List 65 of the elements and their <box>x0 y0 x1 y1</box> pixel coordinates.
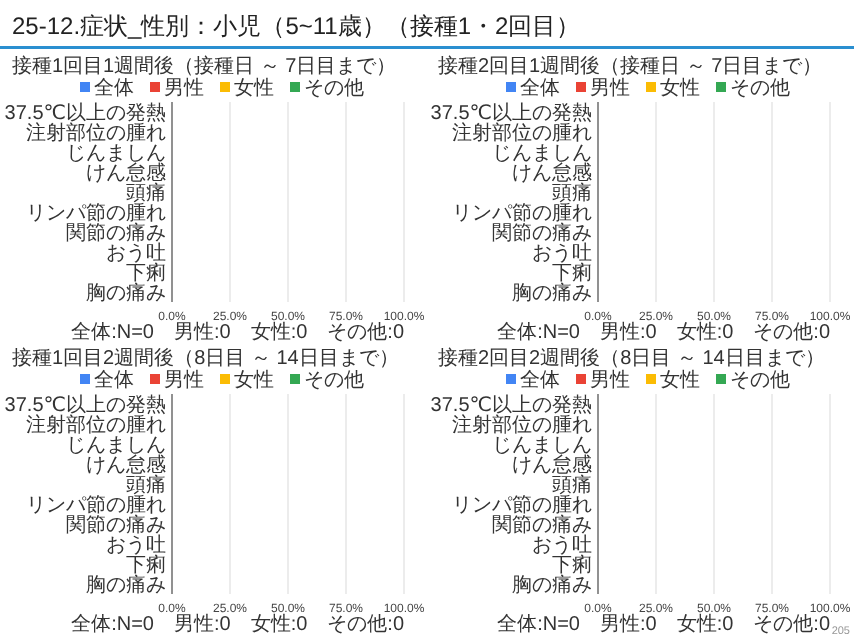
chart-title: 接種1回目1週間後（接種日 ～ 7日目まで） <box>12 54 397 78</box>
y-tick-label: けん怠感 <box>86 453 166 477</box>
legend-label: 女性 <box>234 368 274 392</box>
y-tick-label: 関節の痛み <box>66 221 166 245</box>
legend-label: 男性 <box>164 368 204 392</box>
y-tick-label: 関節の痛み <box>66 513 166 537</box>
y-tick-label: 頭痛 <box>552 473 592 497</box>
y-tick-label: 胸の痛み <box>512 573 592 597</box>
legend-label: 女性 <box>660 76 700 100</box>
chart-title: 接種1回目2週間後（8日目 ～ 14日目まで） <box>12 346 399 370</box>
y-tick-label: リンパ節の腫れ <box>452 493 592 517</box>
y-tick-label: 胸の痛み <box>512 281 592 305</box>
legend-label: 女性 <box>660 368 700 392</box>
legend-label: 男性 <box>164 76 204 100</box>
y-tick-label: 37.5℃以上の発熱 <box>430 101 592 125</box>
y-tick-label: 注射部位の腫れ <box>26 413 166 437</box>
legend-label: 女性 <box>234 76 274 100</box>
legend-label: その他 <box>730 76 790 100</box>
legend-label: 全体 <box>94 76 134 100</box>
y-tick-label: おう吐 <box>106 533 166 557</box>
y-tick-label: 下痢 <box>126 553 166 577</box>
y-tick-label: じんましん <box>66 143 166 165</box>
y-tick-label: 頭痛 <box>126 181 166 205</box>
y-tick-label: 注射部位の腫れ <box>452 413 592 437</box>
legend-label: その他 <box>304 76 364 100</box>
y-tick-label: おう吐 <box>532 533 592 557</box>
y-tick-label: 関節の痛み <box>492 513 592 537</box>
legend-label: 全体 <box>94 368 134 392</box>
y-tick-label: けん怠感 <box>86 161 166 185</box>
text: 全体:N=0 男性:0 女性:0 その他:0 <box>71 320 405 344</box>
y-tick-label: 37.5℃以上の発熱 <box>430 393 592 417</box>
legend-label: その他 <box>304 368 364 392</box>
y-tick-label: 下痢 <box>552 261 592 285</box>
y-tick-label: けん怠感 <box>512 161 592 185</box>
y-tick-label: 胸の痛み <box>86 573 166 597</box>
legend-label: 男性 <box>590 76 630 100</box>
y-tick-label: 注射部位の腫れ <box>26 121 166 145</box>
text: 全体:N=0 男性:0 女性:0 その他:0 <box>71 612 405 636</box>
y-tick-label: じんましん <box>492 435 592 457</box>
chart-title: 接種2回目2週間後（8日目 ～ 14日目まで） <box>438 346 825 370</box>
y-tick-label: 37.5℃以上の発熱 <box>4 393 166 417</box>
y-tick-label: 下痢 <box>126 261 166 285</box>
y-tick-label: じんましん <box>66 435 166 457</box>
y-tick-label: 頭痛 <box>552 181 592 205</box>
y-tick-label: けん怠感 <box>512 453 592 477</box>
y-tick-label: リンパ節の腫れ <box>26 201 166 225</box>
y-tick-label: 胸の痛み <box>86 281 166 305</box>
y-tick-label: 頭痛 <box>126 473 166 497</box>
text: 全体:N=0 男性:0 女性:0 その他:0 <box>497 320 831 344</box>
y-tick-label: 37.5℃以上の発熱 <box>4 101 166 125</box>
y-tick-label: おう吐 <box>106 241 166 265</box>
y-tick-label: 注射部位の腫れ <box>452 121 592 145</box>
legend-label: 全体 <box>520 76 560 100</box>
chart-title: 接種2回目1週間後（接種日 ～ 7日目まで） <box>438 54 823 78</box>
text: 全体:N=0 男性:0 女性:0 その他:0 <box>497 612 831 636</box>
legend-label: 全体 <box>520 368 560 392</box>
y-tick-label: 関節の痛み <box>492 221 592 245</box>
y-tick-label: リンパ節の腫れ <box>452 201 592 225</box>
y-tick-label: じんましん <box>492 143 592 165</box>
legend-label: 男性 <box>590 368 630 392</box>
y-tick-label: 下痢 <box>552 553 592 577</box>
y-tick-label: リンパ節の腫れ <box>26 493 166 517</box>
y-tick-label: おう吐 <box>532 241 592 265</box>
text: 25-12.症状_性別：小児（5~11歳）（接種1・2回目） <box>12 12 581 40</box>
legend-label: その他 <box>730 368 790 392</box>
